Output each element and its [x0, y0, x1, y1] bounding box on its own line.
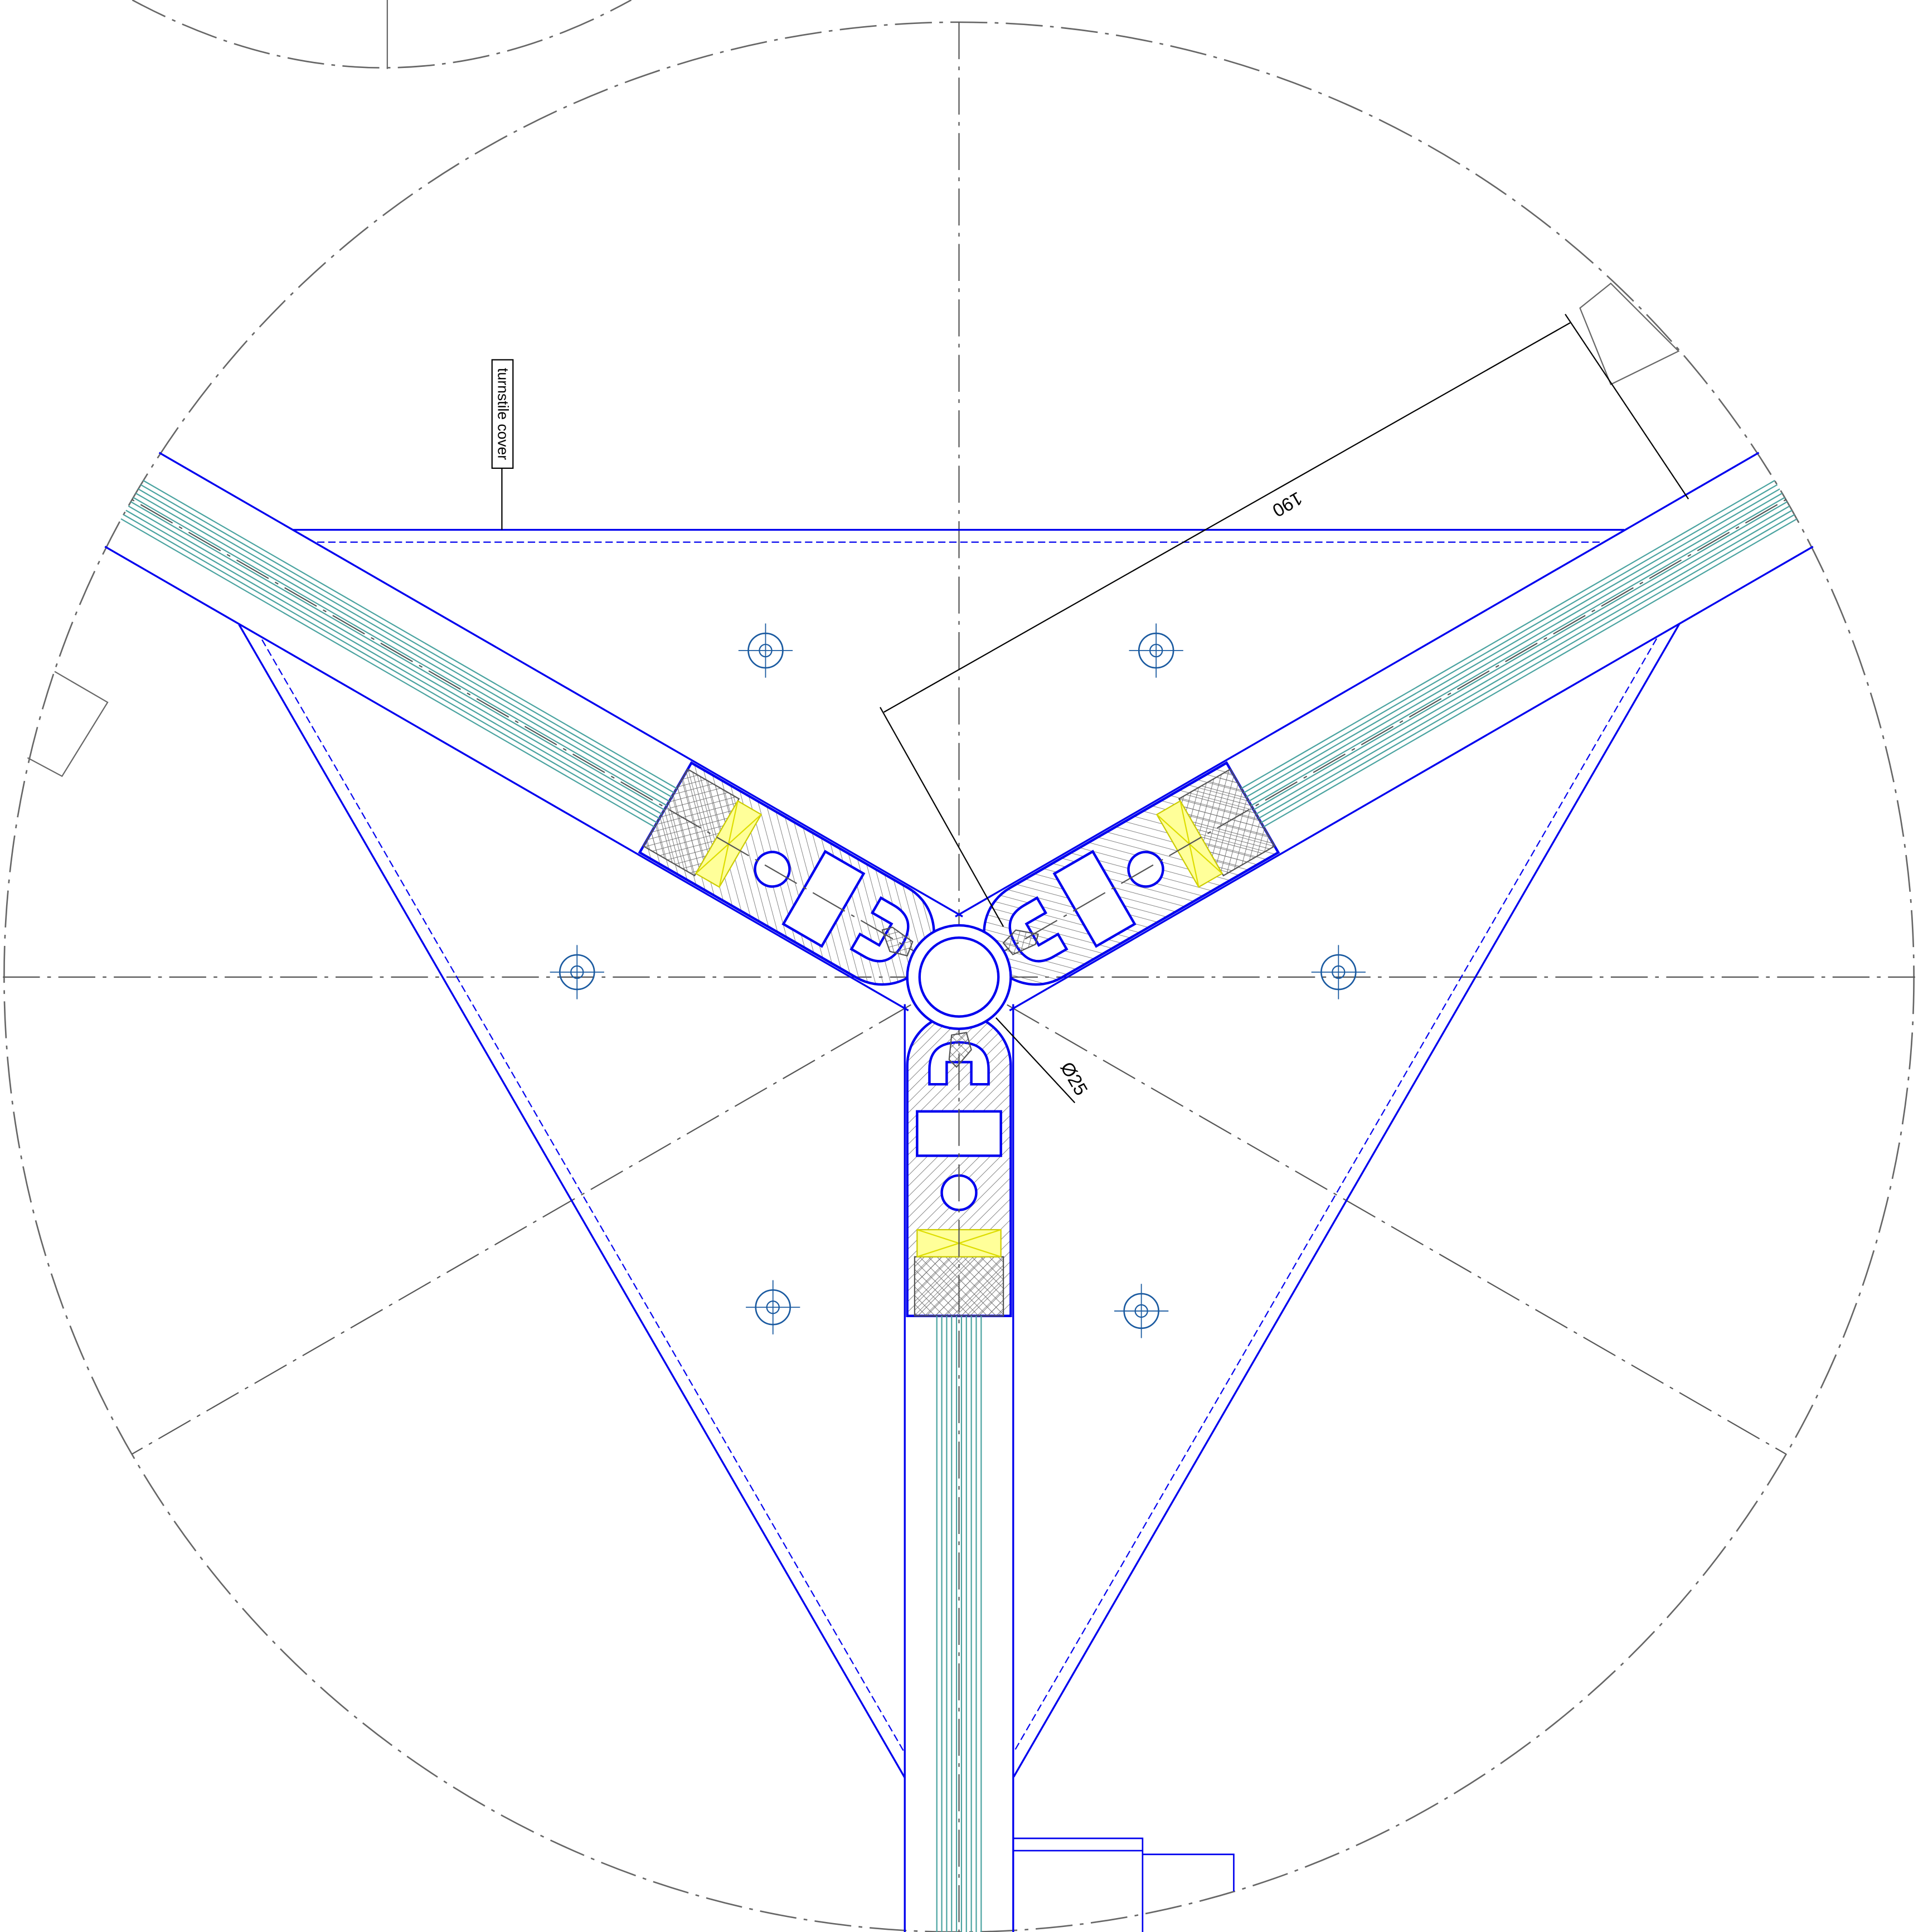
- arm: [293, 530, 1625, 1932]
- screw: [550, 945, 604, 999]
- post: [907, 925, 1011, 1029]
- arm: [239, 0, 1918, 1778]
- screw: [1129, 623, 1183, 677]
- dimension-text: Ø25: [1056, 1059, 1091, 1099]
- screw: [1114, 1284, 1168, 1338]
- drawing: 190 Ø25 turnstile cover: [0, 0, 1918, 1932]
- screw: [739, 623, 793, 677]
- dimension-line: [884, 323, 1570, 712]
- page: 190 Ø25 turnstile cover (() => { const d…: [0, 0, 1918, 1932]
- screw: [1312, 945, 1366, 999]
- frame-stub: [1580, 283, 1679, 384]
- callout-text: turnstile cover: [494, 368, 511, 460]
- centre-line: [132, 977, 959, 1454]
- adjacent-circle: [132, 0, 631, 68]
- screw: [746, 1280, 800, 1334]
- frame-stub: [27, 672, 108, 776]
- arm: [0, 0, 1679, 1777]
- centre-line: [959, 977, 1786, 1454]
- dimension-text: 190: [1269, 487, 1305, 521]
